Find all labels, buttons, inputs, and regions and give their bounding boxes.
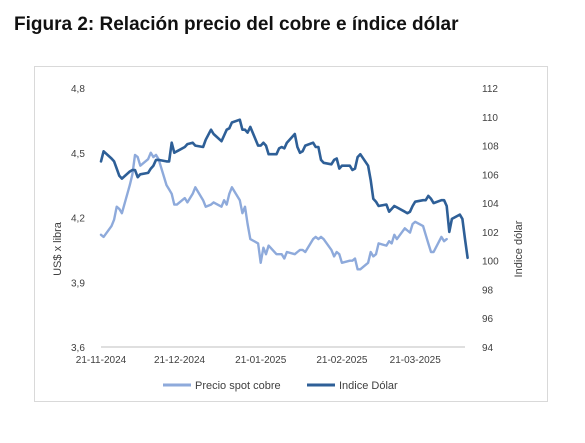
x-tick-label: 21-01-2025	[235, 355, 287, 366]
y-right-tick-label: 106	[482, 170, 499, 181]
x-axis-ticks: 21-11-2024 21-12-2024 21-01-2025 21-02-2025…	[76, 355, 441, 366]
y-left-tick-label: 4,5	[71, 149, 85, 160]
copper-price-line	[99, 151, 448, 271]
dollar-index-line	[99, 118, 469, 260]
y-right-tick-label: 98	[482, 285, 494, 296]
figure-title: Figura 2: Relación precio del cobre e ín…	[14, 14, 459, 35]
x-tick-label: 21-11-2024	[76, 355, 127, 366]
y-right-tick-label: 104	[482, 199, 499, 210]
y-right-tick-label: 100	[482, 257, 499, 268]
legend-label: Indice Dólar	[339, 380, 398, 392]
y-axis-right-ticks: 112 110 108 106 104 102 100 98 96 94	[482, 84, 499, 354]
legend: Precio spot cobre Indice Dólar	[163, 380, 398, 392]
y-right-tick-label: 112	[482, 84, 498, 95]
y-right-tick-label: 102	[482, 228, 499, 239]
x-tick-label: 21-12-2024	[154, 355, 206, 366]
y-right-tick-label: 96	[482, 314, 494, 325]
y-left-tick-label: 3,9	[71, 278, 85, 289]
y-left-tick-label: 4,2	[71, 214, 85, 225]
y-axis-right-label: Indice dólar	[513, 220, 525, 277]
series-layer	[99, 118, 469, 271]
y-right-tick-label: 108	[482, 142, 499, 153]
x-tick-label: 21-02-2025	[316, 355, 368, 366]
y-left-tick-label: 4,8	[71, 84, 85, 95]
legend-label: Precio spot cobre	[195, 380, 281, 392]
y-left-tick-label: 3,6	[71, 343, 85, 354]
chart-frame: 4,8 4,5 4,2 3,9 3,6 112 110 108 106 104 102 100 98 9…	[34, 66, 548, 402]
line-chart: 4,8 4,5 4,2 3,9 3,6 112 110 108 106 104 102 100 98 9…	[52, 84, 525, 392]
y-axis-left-ticks: 4,8 4,5 4,2 3,9 3,6	[71, 84, 85, 354]
x-tick-label: 21-03-2025	[390, 355, 442, 366]
y-right-tick-label: 94	[482, 343, 494, 354]
y-axis-left-label: US$ x libra	[52, 221, 64, 276]
y-right-tick-label: 110	[482, 113, 498, 124]
